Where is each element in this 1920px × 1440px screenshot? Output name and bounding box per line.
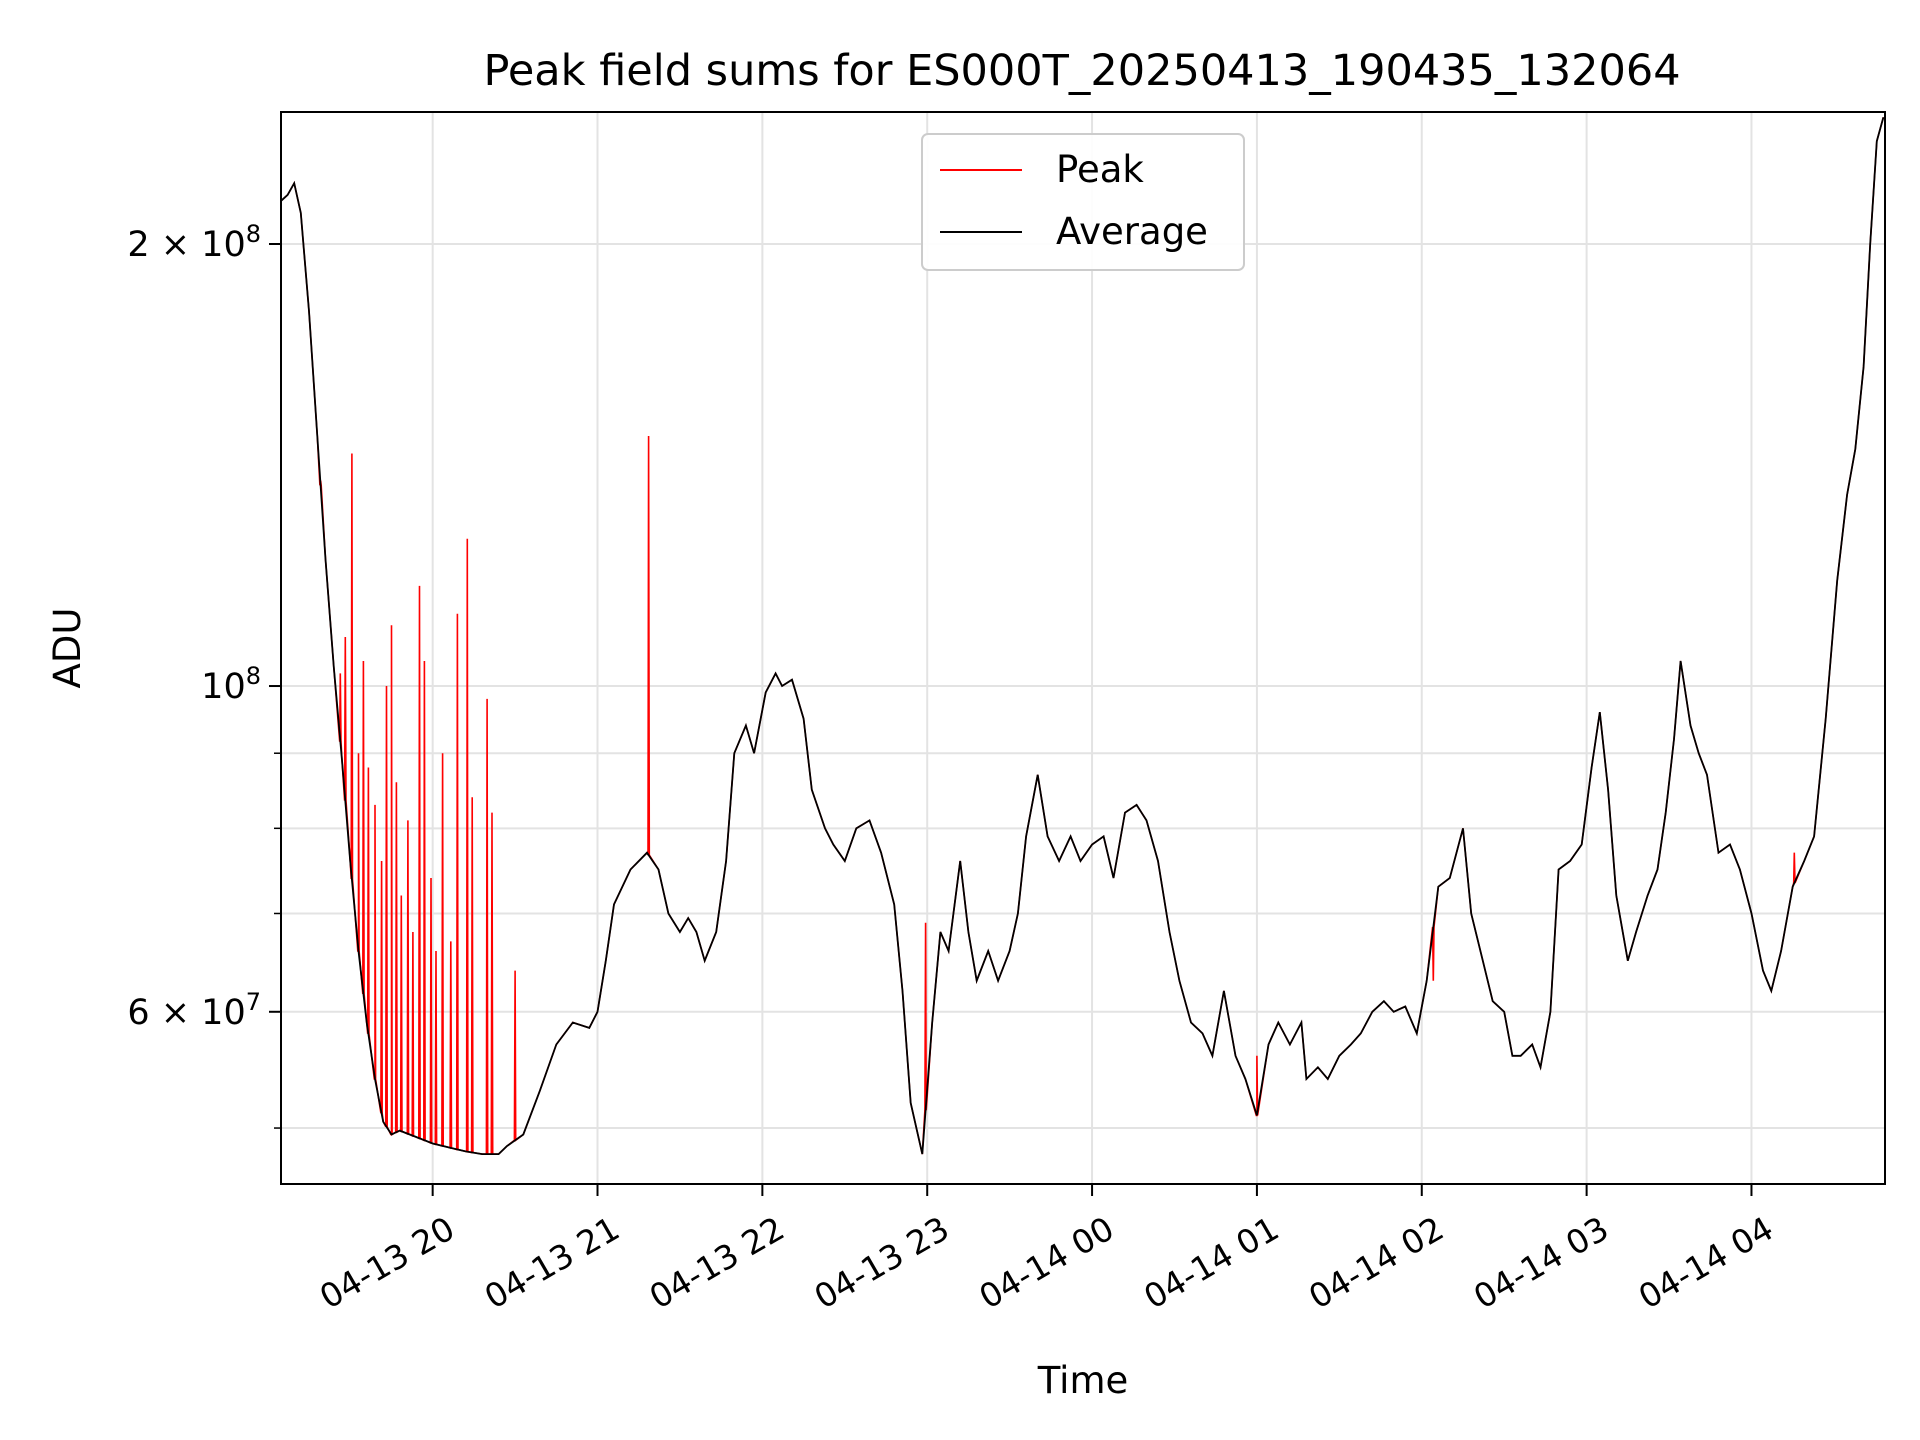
plot-area (281, 116, 1885, 1155)
y-tick-label: 108 (201, 662, 261, 707)
average-series-line (281, 116, 1885, 1155)
x-axis-label: Time (1037, 1359, 1129, 1402)
y-axis-label: ADU (46, 608, 89, 689)
legend-peak-label: Peak (1056, 148, 1144, 191)
chart-title: Peak field sums for ES000T_20250413_1904… (483, 46, 1680, 96)
y-tick-label: 2 × 108 (127, 220, 261, 265)
plot-frame (280, 111, 1886, 1185)
legend: Peak Average (921, 133, 1245, 271)
legend-box (921, 133, 1245, 271)
legend-average-label: Average (1056, 210, 1208, 253)
y-tick-label: 6 × 107 (127, 988, 261, 1033)
